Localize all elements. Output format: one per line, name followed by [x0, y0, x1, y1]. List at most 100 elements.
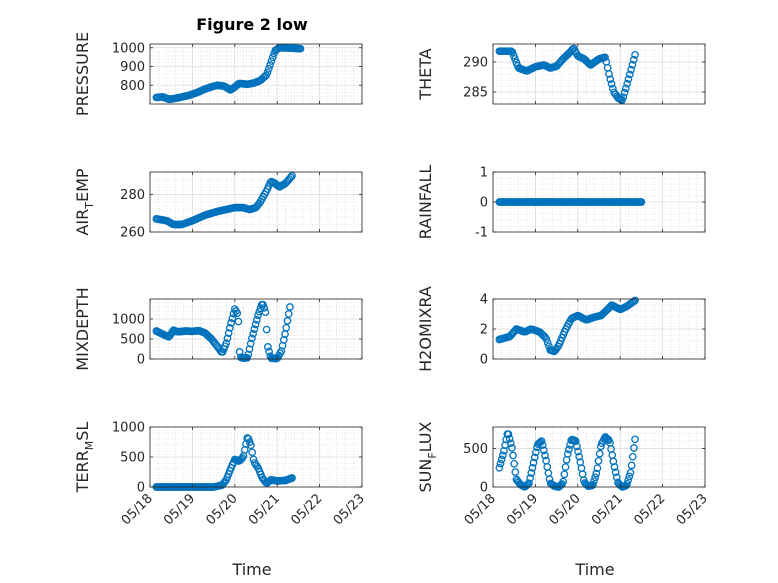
y-tick-label: 290 — [463, 56, 488, 71]
data-point — [260, 304, 269, 312]
x-tick-label: 05/19 — [504, 491, 541, 528]
y-axis-label: THETA — [416, 48, 435, 100]
data-point — [612, 473, 621, 482]
data-point — [590, 477, 598, 485]
data-point — [624, 476, 633, 484]
data-point — [261, 308, 270, 317]
data-point — [296, 44, 305, 53]
data-point — [637, 198, 646, 206]
axes-box — [149, 43, 363, 105]
y-axis-label: PRESSURE — [73, 32, 92, 116]
data-point — [591, 473, 599, 482]
y-tick-label: 0 — [480, 481, 488, 496]
data-point — [595, 449, 604, 458]
x-tick-label: 05/21 — [246, 491, 283, 528]
data-point — [510, 459, 519, 468]
data-point — [559, 477, 568, 486]
panel-theta: 285 290 THETA — [416, 43, 706, 105]
data-point — [288, 171, 296, 180]
data-point — [250, 325, 259, 333]
data-point — [623, 79, 632, 88]
data-point — [288, 474, 296, 482]
y-tick-label: 1000 — [112, 421, 145, 436]
figure-title: Figure 2 low — [196, 15, 308, 34]
panel-sun_flux: 0 500 05/18 05/19 05/20 05/21 05/22 05/23 SUNFLU… — [416, 421, 711, 528]
data-point — [224, 329, 233, 337]
x-tick-label: 05/20 — [204, 491, 241, 528]
data-point — [573, 442, 581, 451]
y-tick-label: 1 — [480, 166, 488, 181]
data-point — [592, 469, 601, 478]
data-point — [233, 309, 242, 318]
x-tick-label: 05/19 — [161, 491, 198, 528]
data-point — [610, 463, 619, 471]
data-point — [626, 468, 635, 477]
data-point — [531, 448, 540, 457]
data-point — [605, 70, 613, 78]
y-tick-label: 0 — [480, 353, 488, 368]
data-point — [511, 468, 520, 476]
y-axis-label: H2OMIXRA — [416, 286, 435, 372]
axes-box — [149, 298, 363, 360]
data-point — [631, 296, 639, 305]
axes-box — [149, 171, 363, 233]
data-point — [251, 320, 260, 329]
x-axis-label-left: Time — [231, 560, 271, 579]
data-point — [624, 75, 633, 83]
data-point — [593, 464, 602, 473]
y-tick-label: 500 — [120, 451, 145, 466]
data-point — [629, 55, 638, 64]
data-point — [611, 468, 620, 477]
panel-terr_msl: 0 500 1000 05/18 05/19 05/20 05/21 05/22 05/23 TE… — [73, 421, 368, 529]
y-tick-label: 4 — [480, 293, 488, 308]
x-tick-label: 05/18 — [462, 491, 499, 528]
data-point — [228, 314, 237, 323]
data-point — [606, 75, 615, 84]
data-point — [262, 325, 271, 334]
data-point — [286, 173, 295, 182]
y-tick-label: 500 — [120, 333, 145, 348]
y-tick-label: 285 — [463, 86, 488, 101]
data-point — [506, 439, 515, 448]
data-point — [284, 310, 293, 318]
data-point — [560, 470, 569, 479]
data-point — [537, 437, 546, 445]
y-tick-label: 0 — [137, 481, 145, 496]
y-tick-label: 0 — [480, 196, 488, 211]
panel-air_temp: 260 280 AIRTEMP — [73, 168, 363, 241]
y-axis-label: AIRTEMP — [73, 168, 96, 235]
data-point — [249, 329, 258, 338]
x-tick-label: 05/22 — [631, 491, 668, 528]
data-point — [607, 80, 616, 88]
data-point — [244, 350, 253, 359]
x-tick-label: 05/22 — [288, 491, 325, 528]
data-point — [265, 347, 273, 356]
data-point — [509, 451, 517, 460]
data-point — [277, 347, 286, 356]
y-tick-label: 280 — [120, 188, 145, 203]
data-point — [511, 55, 519, 63]
x-tick-label: 05/23 — [674, 491, 711, 528]
data-point — [627, 65, 635, 74]
y-axis-label: MIXDEPTH — [73, 287, 92, 370]
data-point — [222, 339, 231, 348]
data-point — [245, 345, 254, 353]
y-axis-label: TERRMSL — [73, 422, 96, 494]
data-point — [620, 88, 629, 97]
y-tick-label: 0 — [137, 353, 145, 368]
data-point — [619, 93, 628, 101]
y-axis-label: RAINFALL — [416, 165, 435, 240]
data-point — [234, 317, 243, 326]
data-point — [563, 450, 572, 458]
panel-h2omixra: 0 2 4 H2OMIXRA — [416, 286, 706, 372]
x-tick-label: 05/18 — [119, 491, 156, 528]
data-point — [625, 472, 634, 481]
y-axis-label: SUNFLUX — [416, 421, 439, 492]
y-tick-label: 1000 — [112, 313, 145, 328]
y-tick-label: 800 — [120, 79, 145, 94]
data-point — [246, 339, 255, 348]
data-point — [594, 457, 603, 465]
data-point — [505, 434, 514, 443]
data-point — [282, 323, 291, 332]
